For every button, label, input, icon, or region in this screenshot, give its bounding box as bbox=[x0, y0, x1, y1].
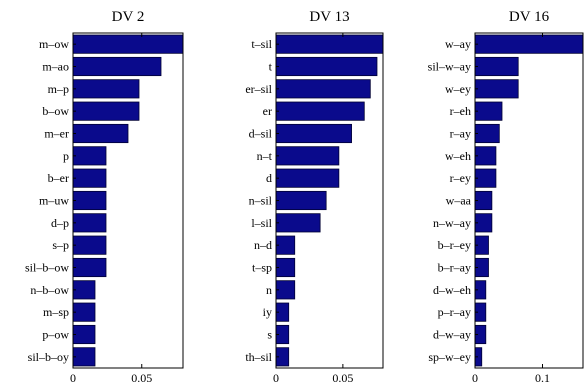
axes-frame bbox=[72, 32, 184, 369]
bar bbox=[72, 101, 140, 121]
category-label: w–ey bbox=[445, 82, 471, 96]
category-label: er–sil bbox=[245, 82, 272, 96]
bar bbox=[474, 123, 500, 144]
category-label: w–aa bbox=[446, 194, 472, 208]
bar bbox=[72, 79, 140, 99]
x-tick-label: 0 bbox=[472, 371, 478, 385]
bar bbox=[275, 213, 321, 233]
bar bbox=[72, 56, 162, 77]
bar bbox=[474, 34, 584, 54]
category-label: t–sil bbox=[251, 37, 272, 51]
category-label: n–d bbox=[254, 238, 272, 252]
panel-title: DV 13 bbox=[309, 9, 349, 25]
bar bbox=[474, 79, 519, 99]
x-tick-label: 0.05 bbox=[332, 371, 353, 385]
x-tick-label: 0 bbox=[273, 371, 279, 385]
bar bbox=[474, 168, 497, 188]
category-label: m–p bbox=[48, 82, 69, 96]
category-label: r–ey bbox=[450, 171, 471, 185]
category-label: r–ay bbox=[450, 127, 471, 141]
category-label: b–ow bbox=[42, 104, 69, 118]
bar bbox=[474, 146, 497, 166]
bar bbox=[72, 302, 96, 322]
category-label: sp–w–ey bbox=[428, 350, 471, 364]
category-label: r–eh bbox=[450, 104, 471, 118]
category-label: s–p bbox=[52, 238, 69, 252]
category-label: n–t bbox=[257, 149, 273, 163]
bar bbox=[275, 79, 371, 99]
category-label: b–r–ay bbox=[438, 261, 471, 275]
category-label: n–b–ow bbox=[30, 283, 69, 297]
category-label: m–ao bbox=[42, 60, 69, 74]
bar bbox=[72, 190, 107, 211]
bar bbox=[474, 101, 503, 121]
category-label: sil–b–oy bbox=[28, 350, 69, 364]
category-label: d–w–eh bbox=[433, 283, 471, 297]
category-label: w–ay bbox=[445, 37, 471, 51]
category-label: m–er bbox=[44, 127, 69, 141]
bar bbox=[275, 101, 365, 121]
panel-1: DV 2 m–ow m–ao m–p b–ow m–er p b–er m–uw d–p s–p si… bbox=[25, 9, 184, 385]
category-label: iy bbox=[263, 305, 272, 319]
bar bbox=[72, 235, 107, 255]
axes-frame bbox=[275, 32, 384, 369]
category-label: sil–w–ay bbox=[428, 60, 471, 74]
panel-3: DV 16 w–ay sil–w–ay w–ey r–eh r–ay w–eh r–ey w–a… bbox=[428, 9, 584, 385]
category-label: b–r–ey bbox=[438, 238, 471, 252]
x-tick-label: 0.1 bbox=[535, 371, 550, 385]
x-tick-label: 0.05 bbox=[131, 371, 152, 385]
category-label: t bbox=[269, 60, 273, 74]
panel-2: DV 13 t–sil t er–sil er d–sil n–t d n–sil l–sil n–… bbox=[245, 9, 384, 385]
category-label: d–w–ay bbox=[433, 328, 471, 342]
category-label: p bbox=[63, 149, 69, 163]
bar bbox=[72, 280, 96, 300]
x-tick-label: 0 bbox=[70, 371, 76, 385]
bar bbox=[72, 146, 107, 166]
bar bbox=[72, 324, 96, 345]
category-label: d bbox=[266, 171, 272, 185]
category-label: p–ow bbox=[42, 328, 69, 342]
bar bbox=[275, 190, 327, 211]
panel-title: DV 2 bbox=[112, 9, 145, 25]
bar bbox=[72, 213, 107, 233]
category-label: t–sp bbox=[252, 261, 272, 275]
bar bbox=[275, 146, 340, 166]
category-label: w–eh bbox=[445, 149, 471, 163]
category-label: m–ow bbox=[39, 37, 69, 51]
category-label: d–sil bbox=[249, 127, 273, 141]
category-label: b–er bbox=[48, 171, 69, 185]
category-label: n–w–ay bbox=[433, 216, 471, 230]
category-label: m–sp bbox=[43, 305, 69, 319]
category-label: p–r–ay bbox=[438, 305, 471, 319]
category-label: th–sil bbox=[245, 350, 272, 364]
bar bbox=[275, 123, 352, 144]
bar bbox=[72, 347, 96, 367]
category-label: n bbox=[266, 283, 272, 297]
bar bbox=[72, 34, 184, 54]
bar bbox=[72, 123, 129, 144]
category-label: d–p bbox=[51, 216, 69, 230]
category-label: n–sil bbox=[249, 194, 273, 208]
bar bbox=[275, 168, 340, 188]
category-label: m–uw bbox=[39, 194, 69, 208]
axes-frame bbox=[474, 32, 584, 369]
bar bbox=[474, 56, 519, 77]
bar bbox=[275, 34, 384, 54]
bar bbox=[72, 168, 107, 188]
category-label: er bbox=[263, 104, 272, 118]
panel-title: DV 16 bbox=[509, 9, 550, 25]
bar bbox=[275, 56, 378, 77]
category-label: s bbox=[267, 328, 272, 342]
category-label: l–sil bbox=[251, 216, 272, 230]
bar bbox=[72, 257, 107, 278]
category-label: sil–b–ow bbox=[25, 261, 69, 275]
